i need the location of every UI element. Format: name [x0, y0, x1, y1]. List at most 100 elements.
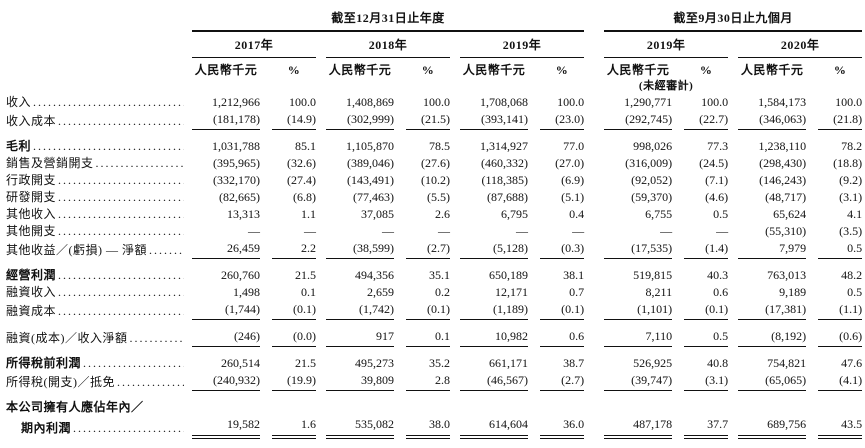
column-gap: [394, 355, 406, 372]
cell-percent: 21.5: [295, 268, 316, 282]
column-gap: [450, 267, 460, 284]
cell-amount: (393,141): [460, 111, 528, 130]
column-gap: [316, 328, 326, 347]
cell-amount: (240,932): [192, 372, 260, 391]
unit-pct-2017: %: [287, 63, 301, 77]
column-gap: [806, 155, 818, 172]
column-gap: [584, 355, 604, 372]
column-gap: [316, 284, 326, 301]
cell-percent: —: [304, 224, 316, 238]
row-label-text: 收入: [6, 95, 32, 109]
spacer-row: [6, 259, 862, 268]
column-gap: [728, 111, 738, 130]
column-gap: [260, 172, 272, 189]
cell-percent: (1.1): [818, 301, 863, 320]
cell-percent: 4.1: [847, 207, 863, 221]
cell-amount: 19,582: [192, 416, 260, 439]
table-row: 研發開支 (82,665) (6.8) (77,463) (5.5) (87,688) (5…: [6, 189, 862, 206]
column-gap: [260, 138, 272, 155]
cell-percent: —: [716, 224, 729, 238]
cell-amount: 260,760: [221, 268, 260, 282]
column-gap: [728, 206, 738, 223]
cell-amount: 1,105,870: [346, 139, 394, 153]
row-label: 其他開支: [6, 223, 192, 240]
cell-amount: 650,189: [489, 268, 528, 282]
column-gap: [584, 111, 604, 130]
column-gap: [316, 372, 326, 391]
row-label-text: 融資收入: [6, 285, 57, 299]
unit-pct-2020-9m: %: [833, 63, 847, 77]
column-gap: [584, 267, 604, 284]
column-gap: [728, 189, 738, 206]
cell-amount: 1,708,068: [480, 95, 528, 109]
cell-amount: (38,599): [326, 240, 394, 259]
cell-amount: 535,082: [326, 416, 394, 439]
cell-percent: 0.6: [540, 328, 585, 347]
column-gap: [316, 172, 326, 189]
cell-percent: (5.5): [427, 190, 450, 204]
column-gap: [450, 223, 460, 240]
leader-dots: [58, 191, 184, 204]
column-gap: [394, 111, 406, 130]
column-gap: [450, 111, 460, 130]
leader-dots: [33, 96, 184, 109]
cell-amount: (460,332): [481, 156, 528, 170]
cell-percent: (22.7): [684, 111, 729, 130]
column-gap: [584, 155, 604, 172]
cell-percent: 0.5: [684, 328, 729, 347]
cell-percent: (23.0): [540, 111, 585, 130]
cell-amount: 519,815: [633, 268, 673, 282]
column-gap: [260, 111, 272, 130]
unaudited-note: (未經審計): [638, 80, 694, 92]
column-gap: [260, 416, 272, 437]
table-row: 毛利 1,031,788 85.1 1,105,870 78.5 1,314,927 77.…: [6, 138, 862, 155]
cell-percent: 37.7: [684, 416, 729, 439]
column-gap: [316, 355, 326, 372]
table-row: 融資(成本)／收入淨額 (246) (0.0) 917 0.1 10,982 0.6 7,11…: [6, 328, 863, 347]
column-gap: [672, 206, 684, 223]
unit-amount-2018: 人民幣千元: [328, 63, 392, 77]
column-gap: [584, 328, 604, 347]
cell-amount: (181,178): [192, 111, 260, 130]
cell-percent: —: [572, 224, 585, 238]
unit-pct-2019-9m: %: [699, 63, 713, 77]
column-gap: [394, 284, 406, 301]
cell-percent: 100.0: [289, 95, 316, 109]
column-gap: [728, 355, 738, 372]
column-gap: [806, 172, 818, 189]
cell-percent: 21.5: [295, 356, 316, 370]
row-label-text: 研發開支: [6, 190, 57, 204]
cell-percent: 0.5: [847, 285, 863, 299]
column-gap: [584, 284, 604, 301]
cell-amount: (55,310): [765, 224, 807, 238]
cell-percent: (6.8): [293, 190, 316, 204]
row-label: 其他收入: [6, 206, 192, 223]
year-2019: 2019年: [460, 31, 585, 58]
year-2018: 2018年: [326, 31, 450, 58]
cell-amount: (5,128): [460, 240, 528, 259]
column-gap: [528, 284, 540, 301]
column-gap: [728, 372, 738, 391]
cell-percent: 0.2: [435, 285, 450, 299]
cell-amount: (118,385): [481, 173, 528, 187]
period-group-9m: 截至9月30日止九個月: [604, 6, 863, 32]
column-gap: [260, 355, 272, 372]
column-gap: [450, 355, 460, 372]
table-row: 收入成本 (181,178) (14.9) (302,999) (21.5) (393,1…: [6, 111, 863, 130]
cell-amount: 1,584,173: [758, 95, 807, 109]
cell-percent: 35.1: [429, 268, 450, 282]
cell-percent: 1.1: [301, 207, 316, 221]
leader-dots: [83, 357, 184, 370]
column-gap: [672, 155, 684, 172]
cell-percent: 2.8: [406, 372, 450, 391]
row-label-text: 其他收入: [6, 207, 57, 221]
cell-percent: 0.1: [406, 328, 450, 347]
column-gap: [450, 328, 460, 347]
column-gap: [394, 416, 406, 437]
cell-amount: 37,085: [361, 207, 394, 221]
column-gap: [260, 155, 272, 172]
column-gap: [728, 94, 738, 111]
row-label: 經營利潤: [6, 267, 192, 284]
cell-percent: (3.5): [839, 224, 863, 238]
cell-amount: 10,982: [460, 328, 528, 347]
